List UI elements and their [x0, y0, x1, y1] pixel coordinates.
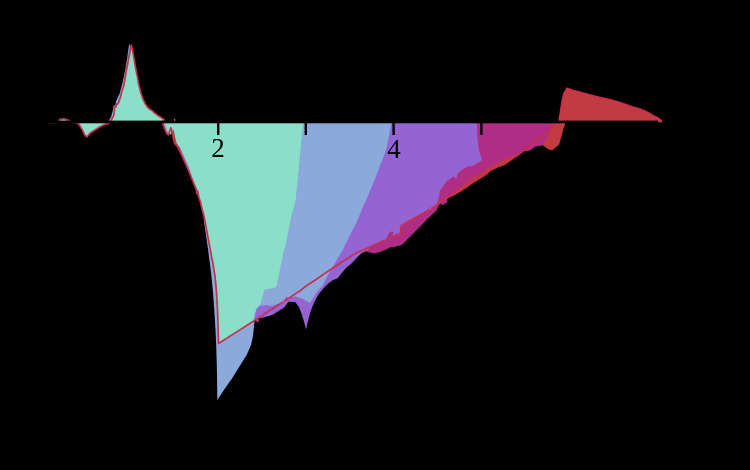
svg-text:4: 4 — [387, 134, 401, 164]
svg-text:2: 2 — [211, 133, 225, 163]
